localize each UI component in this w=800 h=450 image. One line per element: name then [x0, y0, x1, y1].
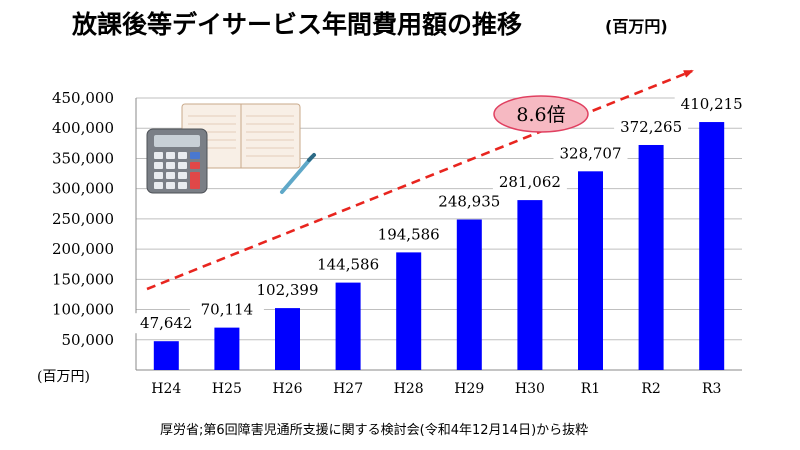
data-label: 47,642	[140, 314, 193, 332]
source-note: 厚労省;第6回障害児通所支援に関する検討会(令和4年12月14日)から抜粋	[160, 422, 588, 438]
data-label: 102,399	[256, 281, 318, 299]
data-label-backdrop	[189, 299, 264, 320]
data-label: 372,265	[620, 118, 682, 136]
data-label-backdrop	[553, 143, 628, 164]
growth-callout-bubble	[493, 95, 589, 133]
x-tick-label: H26	[272, 381, 302, 397]
y-tick-label: 200,000	[52, 240, 114, 258]
data-label-backdrop	[432, 191, 507, 212]
data-label: 328,707	[559, 144, 621, 162]
x-tick-label: H30	[515, 381, 545, 397]
data-label: 194,586	[378, 225, 440, 243]
data-label-backdrop	[371, 224, 446, 245]
x-tick-label: R1	[581, 381, 600, 397]
data-label-backdrop	[129, 313, 204, 334]
y-tick-label: 300,000	[52, 180, 114, 198]
bar-H27	[335, 282, 361, 370]
chart-title: 放課後等デイサービス年間費用額の推移	[71, 10, 522, 39]
data-label-backdrop	[614, 116, 689, 137]
y-tick-label: 250,000	[52, 210, 114, 228]
bar-H24	[153, 341, 179, 370]
data-label-backdrop	[492, 172, 567, 193]
chart-title-unit: (百万円)	[605, 17, 668, 36]
x-tick-label: H28	[394, 381, 424, 397]
bar-H29	[456, 219, 482, 370]
bar-R2	[638, 144, 664, 370]
data-label-backdrop	[311, 254, 386, 275]
data-label: 248,935	[438, 193, 500, 211]
data-label: 70,114	[201, 301, 254, 319]
y-tick-label: 350,000	[52, 149, 114, 167]
bar-H26	[275, 308, 300, 370]
data-label: 144,586	[317, 256, 379, 274]
bar-R1	[578, 171, 603, 370]
bars	[153, 122, 725, 370]
x-axis-ticks: H24 H25 H26 H27 H28 H29 H30 R1 R2 R3	[151, 381, 721, 397]
bar-H30	[517, 200, 543, 370]
x-tick-label: H29	[454, 381, 484, 397]
growth-callout-text: 8.6倍	[516, 104, 565, 126]
y-tick-label: 400,000	[52, 119, 114, 137]
trend-arrow	[146, 69, 694, 291]
x-tick-label: H27	[333, 381, 363, 397]
bar-R3	[699, 122, 725, 370]
y-axis-ticks: 50,000 100,000 150,000 200,000 250,000 300,00…	[52, 89, 114, 349]
x-tick-label: H25	[212, 381, 242, 397]
y-axis-unit-label: (百万円)	[37, 369, 90, 385]
y-tick-label: 50,000	[62, 331, 115, 349]
bar-H25	[214, 327, 240, 370]
x-tick-label: R2	[641, 381, 660, 397]
bar-H28	[396, 252, 422, 370]
x-tick-label: H24	[151, 381, 181, 397]
data-label: 281,062	[499, 173, 561, 191]
data-label: 410,215	[681, 95, 743, 113]
calculator-illustration	[146, 103, 316, 194]
y-tick-label: 150,000	[52, 270, 114, 288]
data-label-backdrop	[250, 280, 325, 301]
data-label-backdrop	[674, 94, 749, 115]
x-tick-label: R3	[702, 381, 721, 397]
y-tick-label: 100,000	[52, 301, 114, 319]
y-tick-label: 450,000	[52, 89, 114, 107]
